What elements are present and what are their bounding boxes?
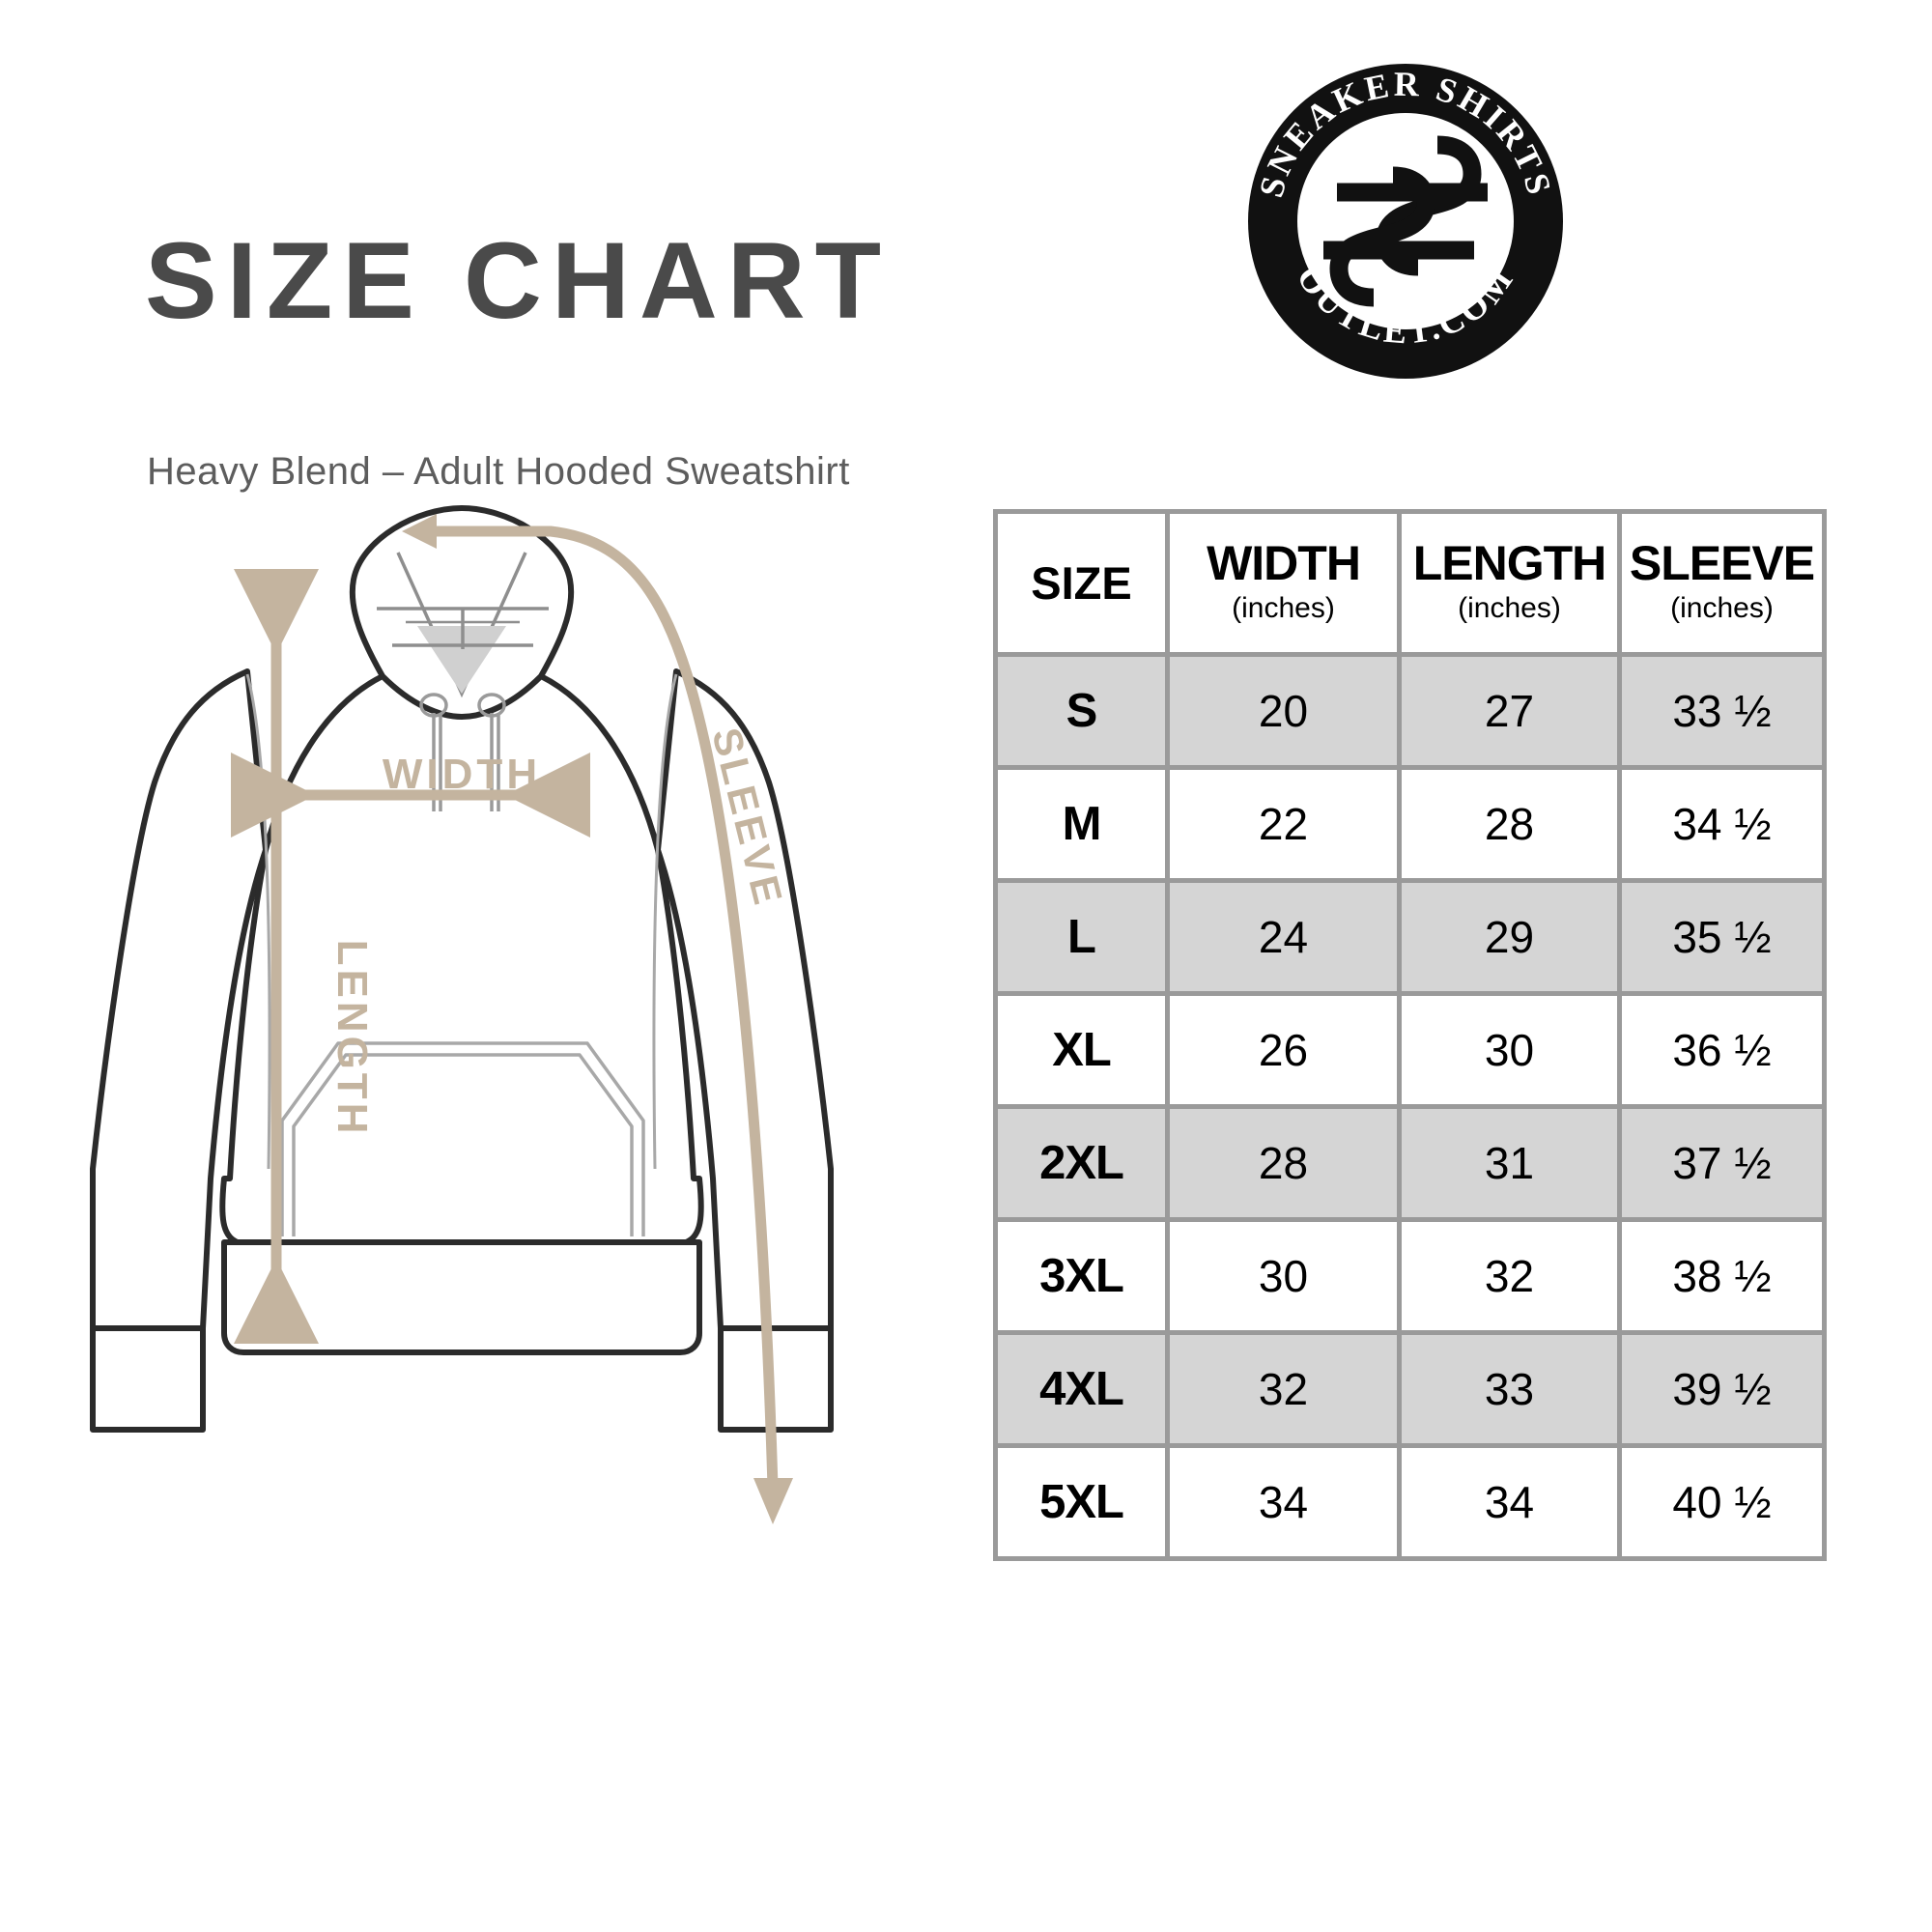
cell-width: 32	[1165, 1330, 1402, 1448]
hoodie-hood	[349, 505, 575, 720]
column-header-sleeve-unit: (inches)	[1670, 592, 1774, 625]
cell-width: 28	[1165, 1104, 1402, 1222]
table-body: S 20 27 33 ½ M 22 28 34 ½ L 24 29 35 ½ XL 26 30 36 ½ 2XL…	[993, 652, 1827, 1561]
cell-width: 22	[1165, 765, 1402, 883]
column-header-size-label: SIZE	[1031, 556, 1132, 609]
table-header-row: SIZE WIDTH (inches) LENGTH (inches) SLEE…	[993, 509, 1827, 657]
table-row: XL 26 30 36 ½	[993, 991, 1827, 1109]
table-row: 5XL 34 34 40 ½	[993, 1443, 1827, 1561]
column-header-length-label: LENGTH	[1412, 536, 1607, 591]
cell-length: 32	[1397, 1217, 1622, 1335]
brand-logo: SNEAKER SHIRTS OUTLET.COM	[1244, 60, 1567, 383]
table-row: S 20 27 33 ½	[993, 652, 1827, 770]
cell-size: 2XL	[993, 1104, 1170, 1222]
length-label: LENGTH	[328, 940, 376, 1138]
measurement-arrows	[231, 514, 793, 1524]
cell-width: 34	[1165, 1443, 1402, 1561]
cell-length: 30	[1397, 991, 1622, 1109]
column-header-length: LENGTH (inches)	[1397, 509, 1622, 657]
column-header-width-unit: (inches)	[1232, 592, 1335, 625]
table-row: 4XL 32 33 39 ½	[993, 1330, 1827, 1448]
cell-length: 27	[1397, 652, 1622, 770]
page-title: SIZE CHART	[145, 220, 891, 341]
cell-sleeve: 33 ½	[1617, 652, 1827, 770]
column-header-width: WIDTH (inches)	[1165, 509, 1402, 657]
cell-length: 33	[1397, 1330, 1622, 1448]
cell-sleeve: 40 ½	[1617, 1443, 1827, 1561]
page-subtitle: Heavy Blend – Adult Hooded Sweatshirt	[147, 450, 850, 493]
cell-width: 24	[1165, 878, 1402, 996]
table-row: 3XL 30 32 38 ½	[993, 1217, 1827, 1335]
cell-sleeve: 39 ½	[1617, 1330, 1827, 1448]
column-header-width-label: WIDTH	[1207, 536, 1361, 591]
sleeve-arrowhead-bottom	[753, 1478, 793, 1524]
cell-size: 5XL	[993, 1443, 1170, 1561]
cell-sleeve: 34 ½	[1617, 765, 1827, 883]
cell-length: 29	[1397, 878, 1622, 996]
size-chart-table-container: SIZE WIDTH (inches) LENGTH (inches) SLEE…	[993, 509, 1827, 1561]
logo-ss-monogram	[1323, 135, 1488, 307]
cell-length: 28	[1397, 765, 1622, 883]
table-row: 2XL 28 31 37 ½	[993, 1104, 1827, 1222]
cell-size: M	[993, 765, 1170, 883]
cell-width: 20	[1165, 652, 1402, 770]
column-header-size: SIZE	[993, 509, 1170, 657]
cell-sleeve: 37 ½	[1617, 1104, 1827, 1222]
sleeve-arrowhead-top	[402, 514, 437, 549]
column-header-sleeve-label: SLEEVE	[1629, 536, 1815, 591]
cell-size: S	[993, 652, 1170, 770]
cell-sleeve: 36 ½	[1617, 991, 1827, 1109]
sleeve-arrow-line	[425, 526, 779, 1489]
table-header: SIZE WIDTH (inches) LENGTH (inches) SLEE…	[993, 509, 1827, 657]
cell-size: 4XL	[993, 1330, 1170, 1448]
cell-width: 26	[1165, 991, 1402, 1109]
cell-sleeve: 38 ½	[1617, 1217, 1827, 1335]
table-row: M 22 28 34 ½	[993, 765, 1827, 883]
hoodie-kangaroo-pocket	[280, 1041, 645, 1236]
table-row: L 24 29 35 ½	[993, 878, 1827, 996]
hooded-sweatshirt-diagram: WIDTH LENGTH SLEEVE	[58, 502, 1053, 1565]
size-chart-table: SIZE WIDTH (inches) LENGTH (inches) SLEE…	[993, 509, 1827, 1561]
cell-length: 34	[1397, 1443, 1622, 1561]
column-header-length-unit: (inches)	[1458, 592, 1561, 625]
column-header-sleeve: SLEEVE (inches)	[1617, 509, 1827, 657]
cell-sleeve: 35 ½	[1617, 878, 1827, 996]
cell-size: 3XL	[993, 1217, 1170, 1335]
hoodie-seam-details	[245, 673, 678, 1170]
cell-size: XL	[993, 991, 1170, 1109]
width-label: WIDTH	[383, 751, 541, 798]
hood-inner-fill	[417, 626, 506, 694]
cell-length: 31	[1397, 1104, 1622, 1222]
cell-size: L	[993, 878, 1170, 996]
cell-width: 30	[1165, 1217, 1402, 1335]
